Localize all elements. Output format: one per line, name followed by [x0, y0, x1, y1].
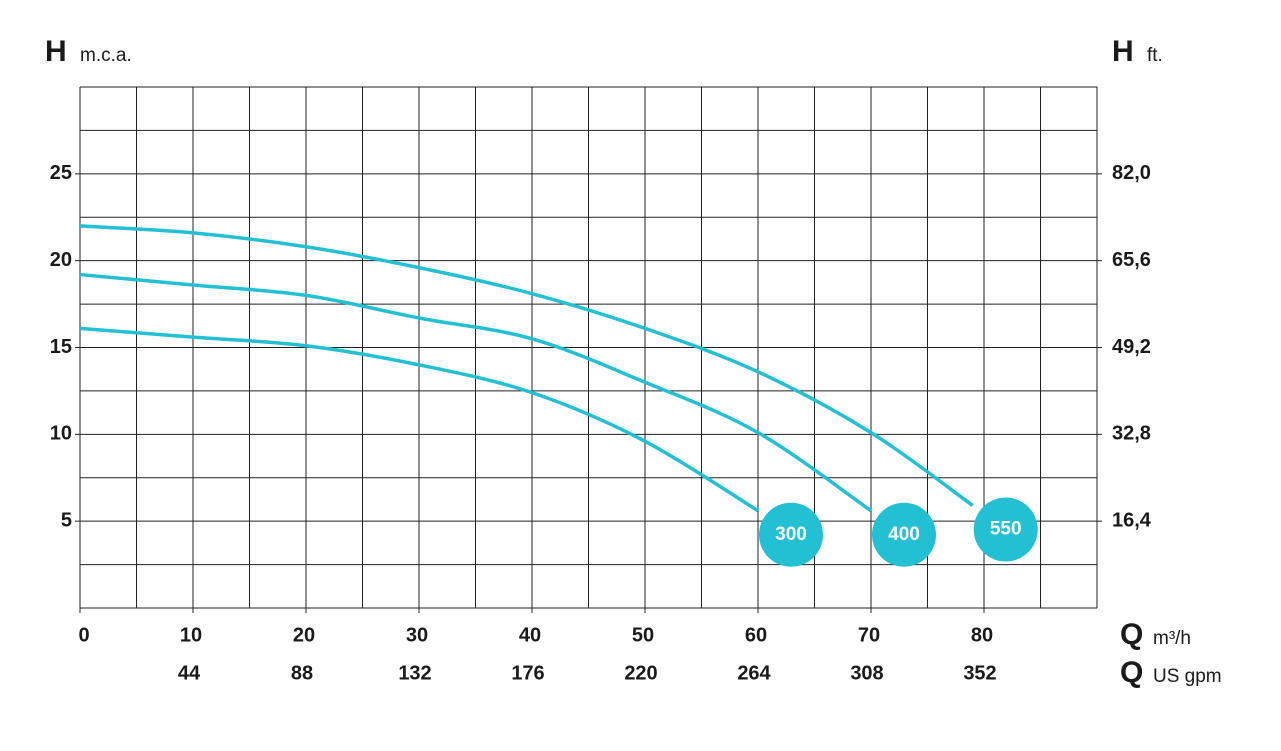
curve-badge: 300	[759, 502, 823, 567]
x-tick-label: 60	[745, 624, 767, 646]
curve-badge: 400	[872, 502, 936, 567]
x-tick-label: 70	[858, 624, 880, 646]
y-tick-label: 5	[61, 509, 72, 531]
y-axis-symbol: H	[45, 35, 67, 68]
x-tick-label: 50	[632, 624, 654, 646]
x2-tick-label: 220	[624, 662, 657, 684]
x-tick-label: 30	[406, 624, 428, 646]
x2-axis-symbol: Q	[1120, 656, 1143, 689]
x2-tick-label: 44	[178, 662, 201, 684]
y2-axis-symbol: H	[1112, 35, 1134, 68]
badge-circle	[759, 502, 823, 567]
y2-tick-label: 32,8	[1112, 423, 1151, 445]
curve	[79, 224, 974, 507]
y2-tick-label: 65,6	[1112, 249, 1151, 271]
x2-tick-label: 132	[398, 662, 431, 684]
x2-axis-unit: US gpm	[1153, 666, 1222, 687]
y-tick-label: 25	[50, 162, 72, 184]
x-axis-unit: m³/h	[1153, 628, 1191, 649]
curve-badge: 550	[973, 497, 1038, 562]
x-tick-label: 40	[519, 624, 541, 646]
badge-label: 400	[888, 524, 920, 545]
x-tick-label: 10	[180, 624, 202, 646]
y-tick-label: 20	[50, 249, 72, 271]
curve	[79, 272, 872, 513]
badge-label: 550	[990, 519, 1022, 540]
y-axis-unit: m.c.a.	[80, 45, 132, 66]
y-tick-label: 10	[50, 423, 72, 445]
y2-axis-unit: ft.	[1147, 45, 1163, 66]
x2-tick-label: 176	[511, 662, 544, 684]
y2-tick-label: 49,2	[1112, 336, 1151, 358]
y2-tick-label: 16,4	[1112, 509, 1152, 531]
y2-tick-label: 82,0	[1112, 162, 1151, 184]
x-tick-label: 80	[971, 624, 993, 646]
x2-tick-label: 264	[737, 662, 771, 684]
x-tick-label: 0	[78, 624, 89, 646]
x2-tick-label: 308	[850, 662, 883, 684]
badge-circle	[872, 502, 936, 567]
x-tick-label: 20	[293, 624, 315, 646]
badge-circle	[973, 497, 1038, 562]
x-axis-symbol: Q	[1120, 618, 1143, 651]
y-tick-label: 15	[50, 336, 72, 358]
curve	[79, 326, 759, 513]
x2-tick-label: 88	[291, 662, 313, 684]
badge-label: 300	[775, 524, 807, 545]
x2-tick-label: 352	[963, 662, 996, 684]
